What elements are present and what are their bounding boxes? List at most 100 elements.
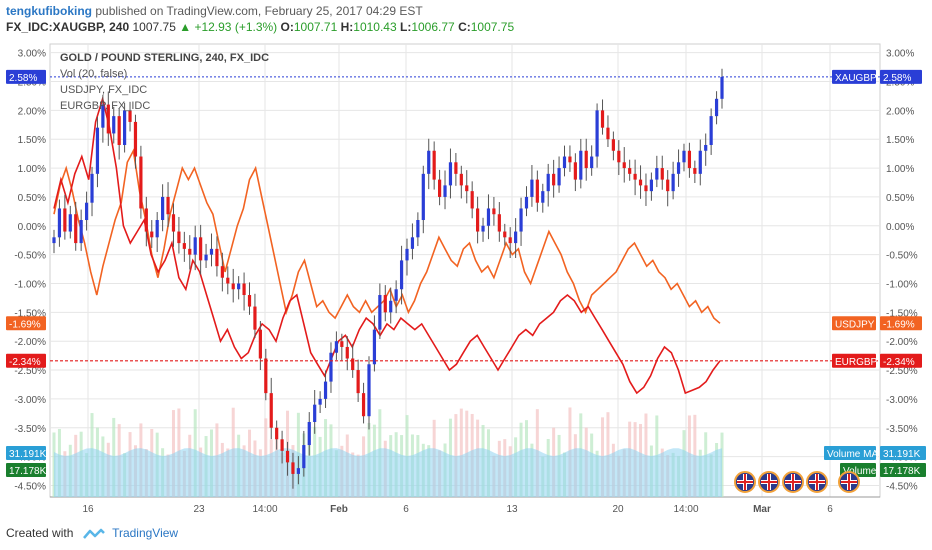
candle-body — [280, 439, 284, 451]
usdjpy-left-label-bg — [6, 316, 46, 331]
candle-body — [215, 248, 219, 267]
candle-body — [660, 168, 664, 180]
created-with-text: Created with — [6, 526, 74, 540]
candle-body — [503, 231, 507, 238]
uk-flag-icon[interactable] — [838, 471, 860, 493]
ohlc-line: FX_IDC:XAUGBP, 240 1007.75 ▲ +12.93 (+1.… — [6, 20, 514, 34]
candle-body — [128, 110, 132, 122]
y-tick-label-right: 0.00% — [886, 222, 914, 233]
candle-body — [383, 295, 387, 313]
candle-body — [595, 110, 599, 157]
xaugbp-left-label: 2.58% — [9, 73, 37, 84]
candle-body — [448, 162, 453, 186]
candle-body — [323, 381, 328, 399]
y-tick-label-right: -2.50% — [886, 366, 918, 377]
open-value: 1007.71 — [293, 20, 338, 34]
tradingview-link[interactable]: TradingView — [112, 526, 179, 540]
candle-body — [253, 306, 257, 330]
candle-body — [644, 185, 648, 192]
candle-body — [443, 185, 447, 197]
candle-body — [606, 127, 610, 140]
candle-body — [704, 144, 708, 151]
x-tick-label: Mar — [753, 504, 771, 515]
volume-right-label-bg — [880, 463, 926, 477]
volume-ma-area — [54, 448, 722, 497]
y-tick-label-left: -0.50% — [14, 251, 46, 262]
candle-body — [226, 277, 230, 284]
candle-body — [562, 156, 567, 169]
candle-body — [514, 231, 518, 244]
candle-body — [535, 179, 539, 203]
y-tick-label-left: -3.50% — [14, 424, 46, 435]
candle-body — [361, 393, 366, 417]
candle-body — [112, 116, 116, 134]
uk-flag-icon[interactable] — [806, 471, 828, 493]
high-label: H: — [340, 20, 354, 34]
candle-body — [231, 283, 235, 290]
xaugbp-left-label-bg — [6, 69, 46, 84]
uk-flag-icon[interactable] — [782, 471, 804, 493]
candle-body — [177, 231, 181, 244]
candle-body — [68, 214, 72, 232]
candle-body — [590, 156, 594, 169]
y-tick-label-left: 0.00% — [18, 222, 46, 233]
y-tick-label-left: -3.00% — [14, 395, 46, 406]
candle-body — [275, 427, 279, 440]
candle-body — [622, 162, 626, 169]
uk-flag-icon[interactable] — [758, 471, 780, 493]
legend-title[interactable]: GOLD / POUND STERLING, 240, FX_IDC — [60, 52, 270, 64]
candle-body — [204, 254, 208, 261]
x-tick-label: 16 — [82, 504, 94, 515]
candle-body — [481, 225, 485, 232]
candle-body — [405, 248, 409, 261]
candle-body — [123, 110, 127, 145]
y-tick-label-right: -1.50% — [886, 308, 918, 319]
candle-body — [95, 127, 100, 174]
usdjpy-left-label: -1.69% — [9, 319, 41, 330]
y-tick-label-right: 0.50% — [886, 193, 914, 204]
y-tick-label-right: 3.00% — [886, 49, 914, 60]
candle-body — [638, 179, 643, 186]
candle-body — [302, 445, 306, 469]
candle-body — [247, 295, 252, 307]
candle-body — [285, 450, 290, 463]
candle-body — [144, 208, 148, 232]
y-tick-label-left: -1.00% — [14, 279, 46, 290]
x-tick-label: 6 — [827, 504, 833, 515]
legend-eurgbp[interactable]: EURGBP, FX_IDC — [60, 100, 151, 112]
candle-body — [476, 208, 480, 232]
y-tick-label-left: -2.50% — [14, 366, 46, 377]
candle-body — [237, 283, 241, 290]
candle-body — [356, 370, 360, 394]
candle-body — [437, 179, 442, 197]
candle-body — [242, 283, 246, 296]
eurgbp-left-label: -2.34% — [9, 357, 41, 368]
candle-body — [161, 196, 165, 221]
candle-body — [671, 173, 675, 192]
volume-name-tag: Volume — [843, 466, 877, 477]
usdjpy-name-tag-bg — [832, 316, 876, 331]
candle-body — [541, 191, 545, 203]
y-tick-label-left: -1.50% — [14, 308, 46, 319]
candle-body — [698, 150, 702, 174]
candle-body — [101, 104, 105, 128]
candle-body — [579, 150, 583, 180]
candle-body — [454, 162, 458, 174]
eurgbp-name-tag-bg — [832, 353, 876, 368]
legend-usdjpy[interactable]: USDJPY, FX_IDC — [60, 84, 148, 96]
legend-volume[interactable]: Vol (20, false) — [60, 68, 128, 80]
y-tick-label-right: -3.00% — [886, 395, 918, 406]
candle-body — [367, 364, 371, 417]
author-link[interactable]: tengkufiboking — [6, 4, 92, 18]
uk-flag-icon[interactable] — [734, 471, 756, 493]
usdjpy-line — [53, 148, 721, 324]
candle-body — [492, 208, 496, 215]
usdjpy-name-tag: USDJPY — [835, 319, 875, 330]
candle-body — [133, 121, 138, 157]
candle-body — [497, 214, 501, 232]
candle-body — [188, 248, 192, 255]
y-tick-label-left: 2.00% — [18, 106, 46, 117]
candle-body — [709, 116, 713, 145]
candle-body — [52, 237, 56, 244]
